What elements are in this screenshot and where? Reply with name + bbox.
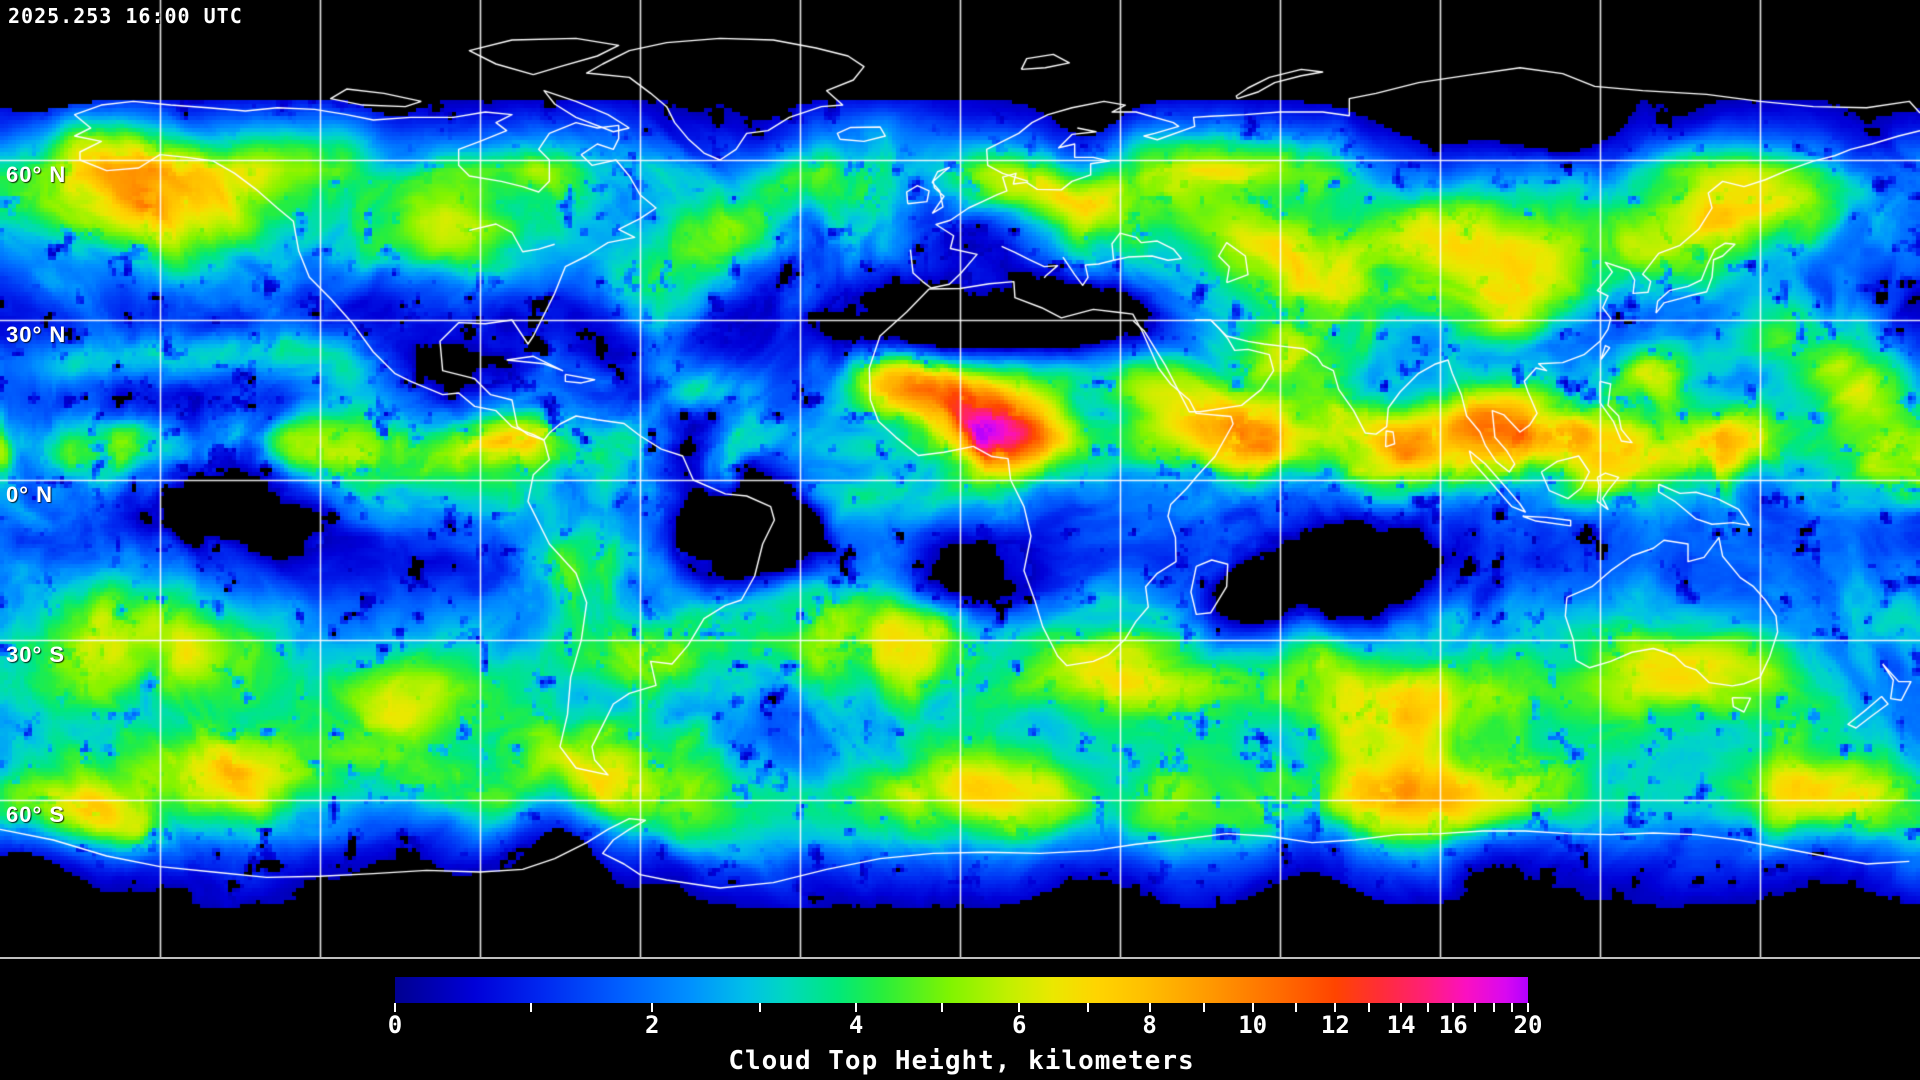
colorbar-tick bbox=[855, 1003, 858, 1012]
colorbar-tick-label: 14 bbox=[1386, 1011, 1416, 1039]
colorbar-tick-label: 2 bbox=[644, 1011, 660, 1039]
colorbar-tick bbox=[758, 1003, 761, 1012]
colorbar-tick bbox=[1334, 1003, 1337, 1012]
latitude-label: 30° S bbox=[6, 642, 66, 667]
colorbar-tick bbox=[1473, 1003, 1476, 1012]
colorbar-tick bbox=[1148, 1003, 1151, 1012]
colorbar-tick bbox=[1511, 1003, 1514, 1012]
colorbar-tick bbox=[651, 1003, 654, 1012]
colorbar-gradient bbox=[395, 977, 1528, 1003]
timestamp-label: 2025.253 16:00 UTC bbox=[8, 4, 243, 28]
colorbar-tick bbox=[1527, 1003, 1529, 1012]
colorbar-tick bbox=[1427, 1003, 1430, 1012]
colorbar-tick bbox=[1294, 1003, 1297, 1012]
colorbar-tick bbox=[1400, 1003, 1403, 1012]
colorbar-tick bbox=[394, 1003, 396, 1012]
colorbar-caption: Cloud Top Height, kilometers bbox=[728, 1046, 1195, 1076]
colorbar-tick-label: 4 bbox=[848, 1011, 864, 1039]
latitude-label: 0° N bbox=[6, 482, 54, 507]
latitude-label: 60° N bbox=[6, 162, 67, 187]
colorbar-tick-labels: 0 2 4 6 8 10 12 14 16 20 bbox=[388, 1011, 1543, 1041]
colorbar-tick bbox=[1493, 1003, 1495, 1012]
colorbar-tick bbox=[529, 1003, 532, 1012]
colorbar-tick bbox=[1087, 1003, 1090, 1012]
colorbar-tick bbox=[1452, 1003, 1455, 1012]
colorbar-tick bbox=[1018, 1003, 1021, 1012]
colorbar-tick-label: 12 bbox=[1320, 1011, 1350, 1039]
colorbar-tick-label: 20 bbox=[1513, 1011, 1543, 1039]
colorbar-tick bbox=[1368, 1003, 1371, 1012]
map-bottom-rule bbox=[0, 957, 1920, 959]
colorbar-tick bbox=[1251, 1003, 1254, 1012]
colorbar-tick-label: 16 bbox=[1438, 1011, 1468, 1039]
colorbar-tick-label: 8 bbox=[1142, 1011, 1157, 1039]
latitude-label: 30° N bbox=[6, 322, 67, 347]
colorbar-tick-label: 6 bbox=[1012, 1011, 1027, 1039]
latitude-label: 60° S bbox=[6, 802, 66, 827]
colorbar-ticks bbox=[394, 1003, 1529, 1013]
colorbar-tick bbox=[1202, 1003, 1205, 1012]
colorbar-tick bbox=[941, 1003, 944, 1012]
cloud-top-height-map-canvas bbox=[0, 0, 1920, 960]
colorbar-tick-label: 0 bbox=[387, 1011, 403, 1039]
colorbar-tick-label: 10 bbox=[1238, 1011, 1268, 1039]
